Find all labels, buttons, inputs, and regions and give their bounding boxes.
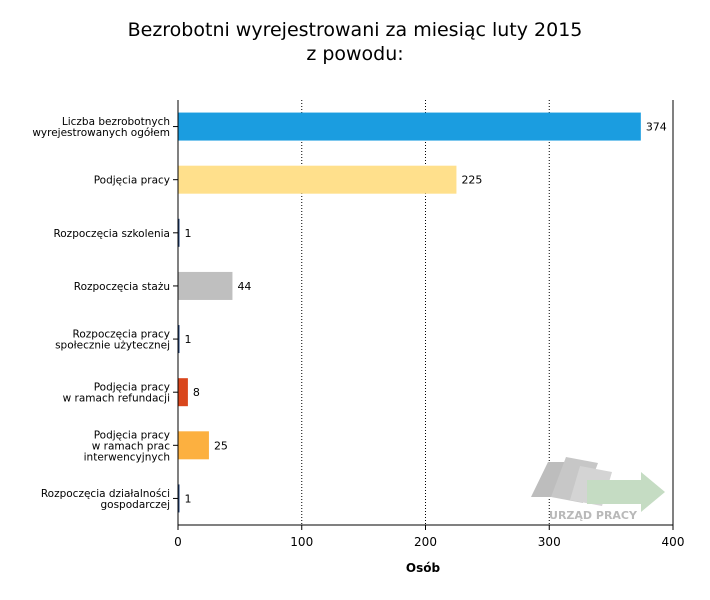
- logo-text: URZĄD PRACY: [549, 509, 638, 522]
- category-label-2: Rozpoczęcia szkolenia: [53, 228, 170, 240]
- chart-title-line-1: Bezrobotni wyrejestrowani za miesiąc lut…: [127, 19, 583, 41]
- chart-title: Bezrobotni wyrejestrowani za miesiąc lut…: [0, 18, 710, 66]
- grid-lines: [301, 100, 674, 525]
- category-label-0: Liczba bezrobotnych wyrejestrowanych ogół…: [32, 116, 170, 139]
- value-label-7: 1: [185, 492, 192, 505]
- category-label-4: Rozpoczęcia pracy społecznie użytecznej: [55, 329, 170, 352]
- x-tick-label-400: 400: [662, 535, 685, 549]
- x-tick-label-100: 100: [290, 535, 313, 549]
- category-label-6: Podjęcia pracy w ramach prac interwencyjny…: [84, 429, 171, 463]
- bar-2: [178, 218, 180, 247]
- bars: [178, 112, 641, 513]
- value-label-1: 225: [461, 174, 482, 187]
- value-label-4: 1: [185, 333, 192, 346]
- category-label-1: Podjęcia pracy: [94, 175, 170, 187]
- bar-6: [178, 431, 209, 460]
- x-axis-title: Osób: [406, 561, 441, 575]
- bar-5: [178, 378, 188, 407]
- labels: 0 100 200 300 400 Liczba bezrobotnych wyrejest…: [32, 116, 684, 549]
- bar-0: [178, 112, 641, 141]
- category-label-5: Podjęcia pracy w ramach refundacji: [63, 382, 170, 405]
- category-label-7: Rozpoczęcia działalności gospodarczej: [41, 488, 170, 511]
- x-tick-label-300: 300: [538, 535, 561, 549]
- logo-arrow: [587, 472, 665, 512]
- x-tick-label-200: 200: [414, 535, 437, 549]
- value-label-6: 25: [214, 439, 228, 452]
- axes: [173, 100, 674, 530]
- value-label-0: 374: [646, 121, 667, 134]
- category-label-3: Rozpoczęcia stażu: [74, 281, 170, 293]
- urzad-pracy-logo: URZĄD PRACY: [531, 457, 665, 522]
- x-tick-label-0: 0: [174, 535, 182, 549]
- value-label-5: 8: [193, 386, 200, 399]
- bar-1: [178, 165, 457, 194]
- bar-3: [178, 271, 233, 300]
- value-label-2: 1: [185, 227, 192, 240]
- chart-title-line-2: z powodu:: [306, 43, 404, 65]
- value-label-3: 44: [237, 280, 251, 293]
- bar-4: [178, 325, 180, 354]
- bar-7: [178, 484, 180, 513]
